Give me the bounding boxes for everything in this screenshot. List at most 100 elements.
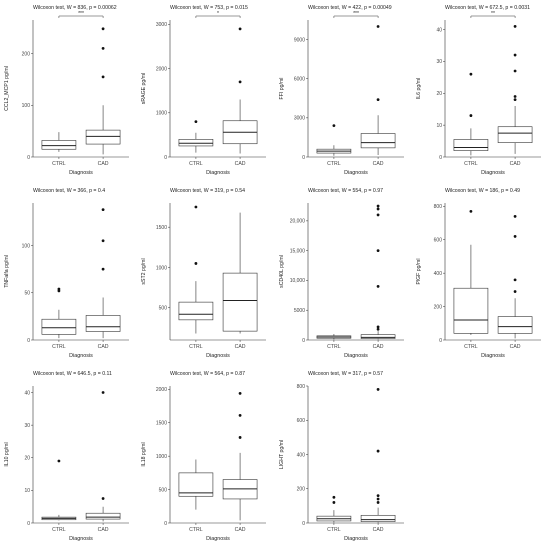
boxplot-panel-11: Wilcoxon test, W = 317, p = 0.57 0 200 400 6…	[279, 371, 404, 542]
outlier-point	[513, 290, 517, 293]
y-tick-label: 3000	[156, 22, 167, 28]
y-tick-label: 1500	[156, 225, 167, 231]
outlier-point	[513, 24, 517, 28]
outlier-point	[332, 495, 336, 499]
x-axis-label: Diagnosis	[344, 353, 368, 359]
outlier-point	[101, 47, 105, 50]
outlier-point	[238, 436, 242, 439]
panel-title: Wilcoxon test, W = 319, p = 0.54	[170, 188, 245, 194]
outlier-point	[376, 249, 380, 253]
y-axis-label: IL6 pg/ml	[416, 78, 422, 99]
box-ctrl	[41, 318, 77, 335]
y-axis-label: IL10 pg/ml	[4, 442, 10, 466]
x-tick-label: CTRL	[327, 527, 341, 533]
y-tick-label: 500	[159, 487, 168, 493]
y-tick-label: 3000	[294, 116, 305, 122]
x-axis-label: Diagnosis	[69, 536, 93, 542]
y-tick-label: 800	[297, 384, 306, 390]
outlier-point	[469, 209, 473, 213]
outlier-point	[376, 497, 380, 501]
boxplot-panel-6: Wilcoxon test, W = 319, p = 0.54 500 1000 1…	[141, 188, 266, 359]
panel-title: Wilcoxon test, W = 366, p = 0.4	[33, 188, 105, 194]
box-ctrl	[178, 139, 214, 147]
x-axis-label: Diagnosis	[481, 170, 505, 176]
outlier-point	[101, 208, 105, 212]
y-tick-label: 6000	[294, 77, 305, 83]
significance-label: ***	[353, 11, 359, 17]
boxplot-panel-9: Wilcoxon test, W = 646.5, p = 0.11 0 10 20 3…	[4, 371, 129, 542]
outlier-point	[238, 391, 242, 395]
outlier-point	[332, 501, 336, 504]
boxplot-panel-2: Wilcoxon test, W = 753, p = 0.015 0 1000 20…	[141, 5, 266, 176]
box-cad	[360, 334, 396, 339]
y-tick-label: 9000	[294, 37, 305, 43]
y-tick-label: 2000	[156, 66, 167, 72]
x-tick-label: CAD	[235, 161, 246, 167]
x-tick-label: CTRL	[52, 344, 66, 350]
y-axis-label: sCD40L pg/ml	[279, 255, 285, 288]
y-axis-label: TNFalfa pg/ml	[4, 255, 10, 288]
x-axis-label: Diagnosis	[344, 536, 368, 542]
y-axis-label: sST2 pg/ml	[141, 258, 147, 284]
outlier-point	[101, 497, 105, 500]
panel-title: Wilcoxon test, W = 672.5, p = 0.0031	[445, 5, 530, 11]
outlier-point	[376, 388, 380, 391]
outlier-point	[376, 327, 380, 331]
x-tick-label: CTRL	[189, 344, 203, 350]
x-tick-label: CAD	[373, 161, 384, 167]
y-tick-label: 0	[439, 155, 442, 161]
box-cad	[85, 315, 121, 332]
outlier-point	[513, 95, 517, 98]
boxplot-panel-7: Wilcoxon test, W = 554, p = 0.97 0 5000 10,…	[279, 188, 404, 359]
x-tick-label: CAD	[373, 344, 384, 350]
y-tick-label: 15,000	[290, 248, 306, 254]
box-cad	[360, 514, 396, 522]
y-tick-label: 100	[22, 243, 31, 249]
y-tick-label: 800	[434, 204, 443, 210]
outlier-point	[513, 98, 517, 102]
outlier-point	[376, 325, 380, 329]
outlier-point	[376, 501, 380, 504]
outlier-point	[376, 207, 380, 211]
outlier-point	[194, 205, 198, 209]
x-tick-label: CTRL	[327, 344, 341, 350]
significance-label: **	[491, 11, 495, 17]
x-tick-label: CTRL	[52, 527, 66, 533]
outlier-point	[469, 72, 473, 76]
y-tick-label: 100	[22, 103, 31, 109]
outlier-point	[101, 239, 105, 243]
y-tick-label: 40	[24, 390, 30, 396]
outlier-point	[513, 53, 517, 57]
outlier-point	[376, 494, 380, 497]
y-tick-label: 600	[297, 418, 306, 424]
x-tick-label: CAD	[235, 344, 246, 350]
boxplot-panel-1: Wilcoxon test, W = 836, p = 0.00062 0 100 2…	[4, 5, 129, 176]
y-tick-label: 30	[436, 59, 442, 65]
y-tick-label: 40	[436, 27, 442, 33]
box-cad	[85, 129, 121, 145]
x-tick-label: CTRL	[189, 161, 203, 167]
box-ctrl	[178, 301, 214, 321]
y-tick-label: 30	[24, 423, 30, 429]
x-axis-label: Diagnosis	[69, 170, 93, 176]
outlier-point	[513, 278, 517, 282]
y-tick-label: 0	[302, 155, 305, 161]
y-tick-label: 20	[24, 456, 30, 462]
outlier-point	[101, 27, 105, 31]
x-tick-label: CTRL	[464, 161, 478, 167]
outlier-point	[376, 449, 380, 453]
x-axis-label: Diagnosis	[481, 353, 505, 359]
y-tick-label: 0	[27, 338, 30, 344]
box-ctrl	[453, 287, 489, 334]
box-cad	[497, 316, 533, 334]
outlier-point	[376, 204, 380, 208]
box-cad	[222, 272, 258, 332]
y-tick-label: 200	[22, 51, 31, 57]
y-tick-label: 10,000	[290, 278, 306, 284]
x-axis-label: Diagnosis	[344, 170, 368, 176]
outlier-point	[238, 27, 242, 31]
x-tick-label: CTRL	[189, 527, 203, 533]
outlier-point	[194, 262, 198, 265]
panel-title: Wilcoxon test, W = 753, p = 0.015	[170, 5, 248, 11]
box-cad	[360, 133, 396, 149]
